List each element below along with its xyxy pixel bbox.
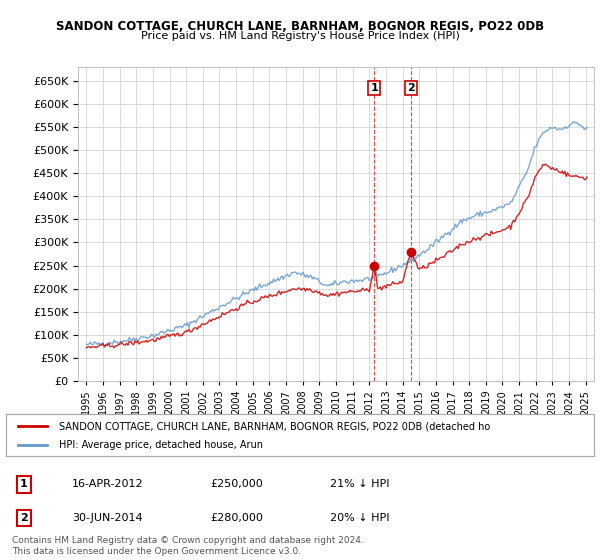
- Text: SANDON COTTAGE, CHURCH LANE, BARNHAM, BOGNOR REGIS, PO22 0DB (detached ho: SANDON COTTAGE, CHURCH LANE, BARNHAM, BO…: [59, 421, 490, 431]
- Text: 30-JUN-2014: 30-JUN-2014: [72, 513, 143, 523]
- Text: SANDON COTTAGE, CHURCH LANE, BARNHAM, BOGNOR REGIS, PO22 0DB: SANDON COTTAGE, CHURCH LANE, BARNHAM, BO…: [56, 20, 544, 32]
- Text: 2: 2: [20, 513, 28, 523]
- Text: £280,000: £280,000: [210, 513, 263, 523]
- Text: HPI: Average price, detached house, Arun: HPI: Average price, detached house, Arun: [59, 440, 263, 450]
- Text: 2: 2: [407, 83, 415, 93]
- Text: 21% ↓ HPI: 21% ↓ HPI: [330, 479, 389, 489]
- Text: 1: 1: [370, 83, 378, 93]
- Text: 20% ↓ HPI: 20% ↓ HPI: [330, 513, 389, 523]
- Text: 1: 1: [20, 479, 28, 489]
- Text: Price paid vs. HM Land Registry's House Price Index (HPI): Price paid vs. HM Land Registry's House …: [140, 31, 460, 41]
- Text: £250,000: £250,000: [210, 479, 263, 489]
- Text: Contains HM Land Registry data © Crown copyright and database right 2024.
This d: Contains HM Land Registry data © Crown c…: [12, 536, 364, 556]
- Text: 16-APR-2012: 16-APR-2012: [72, 479, 143, 489]
